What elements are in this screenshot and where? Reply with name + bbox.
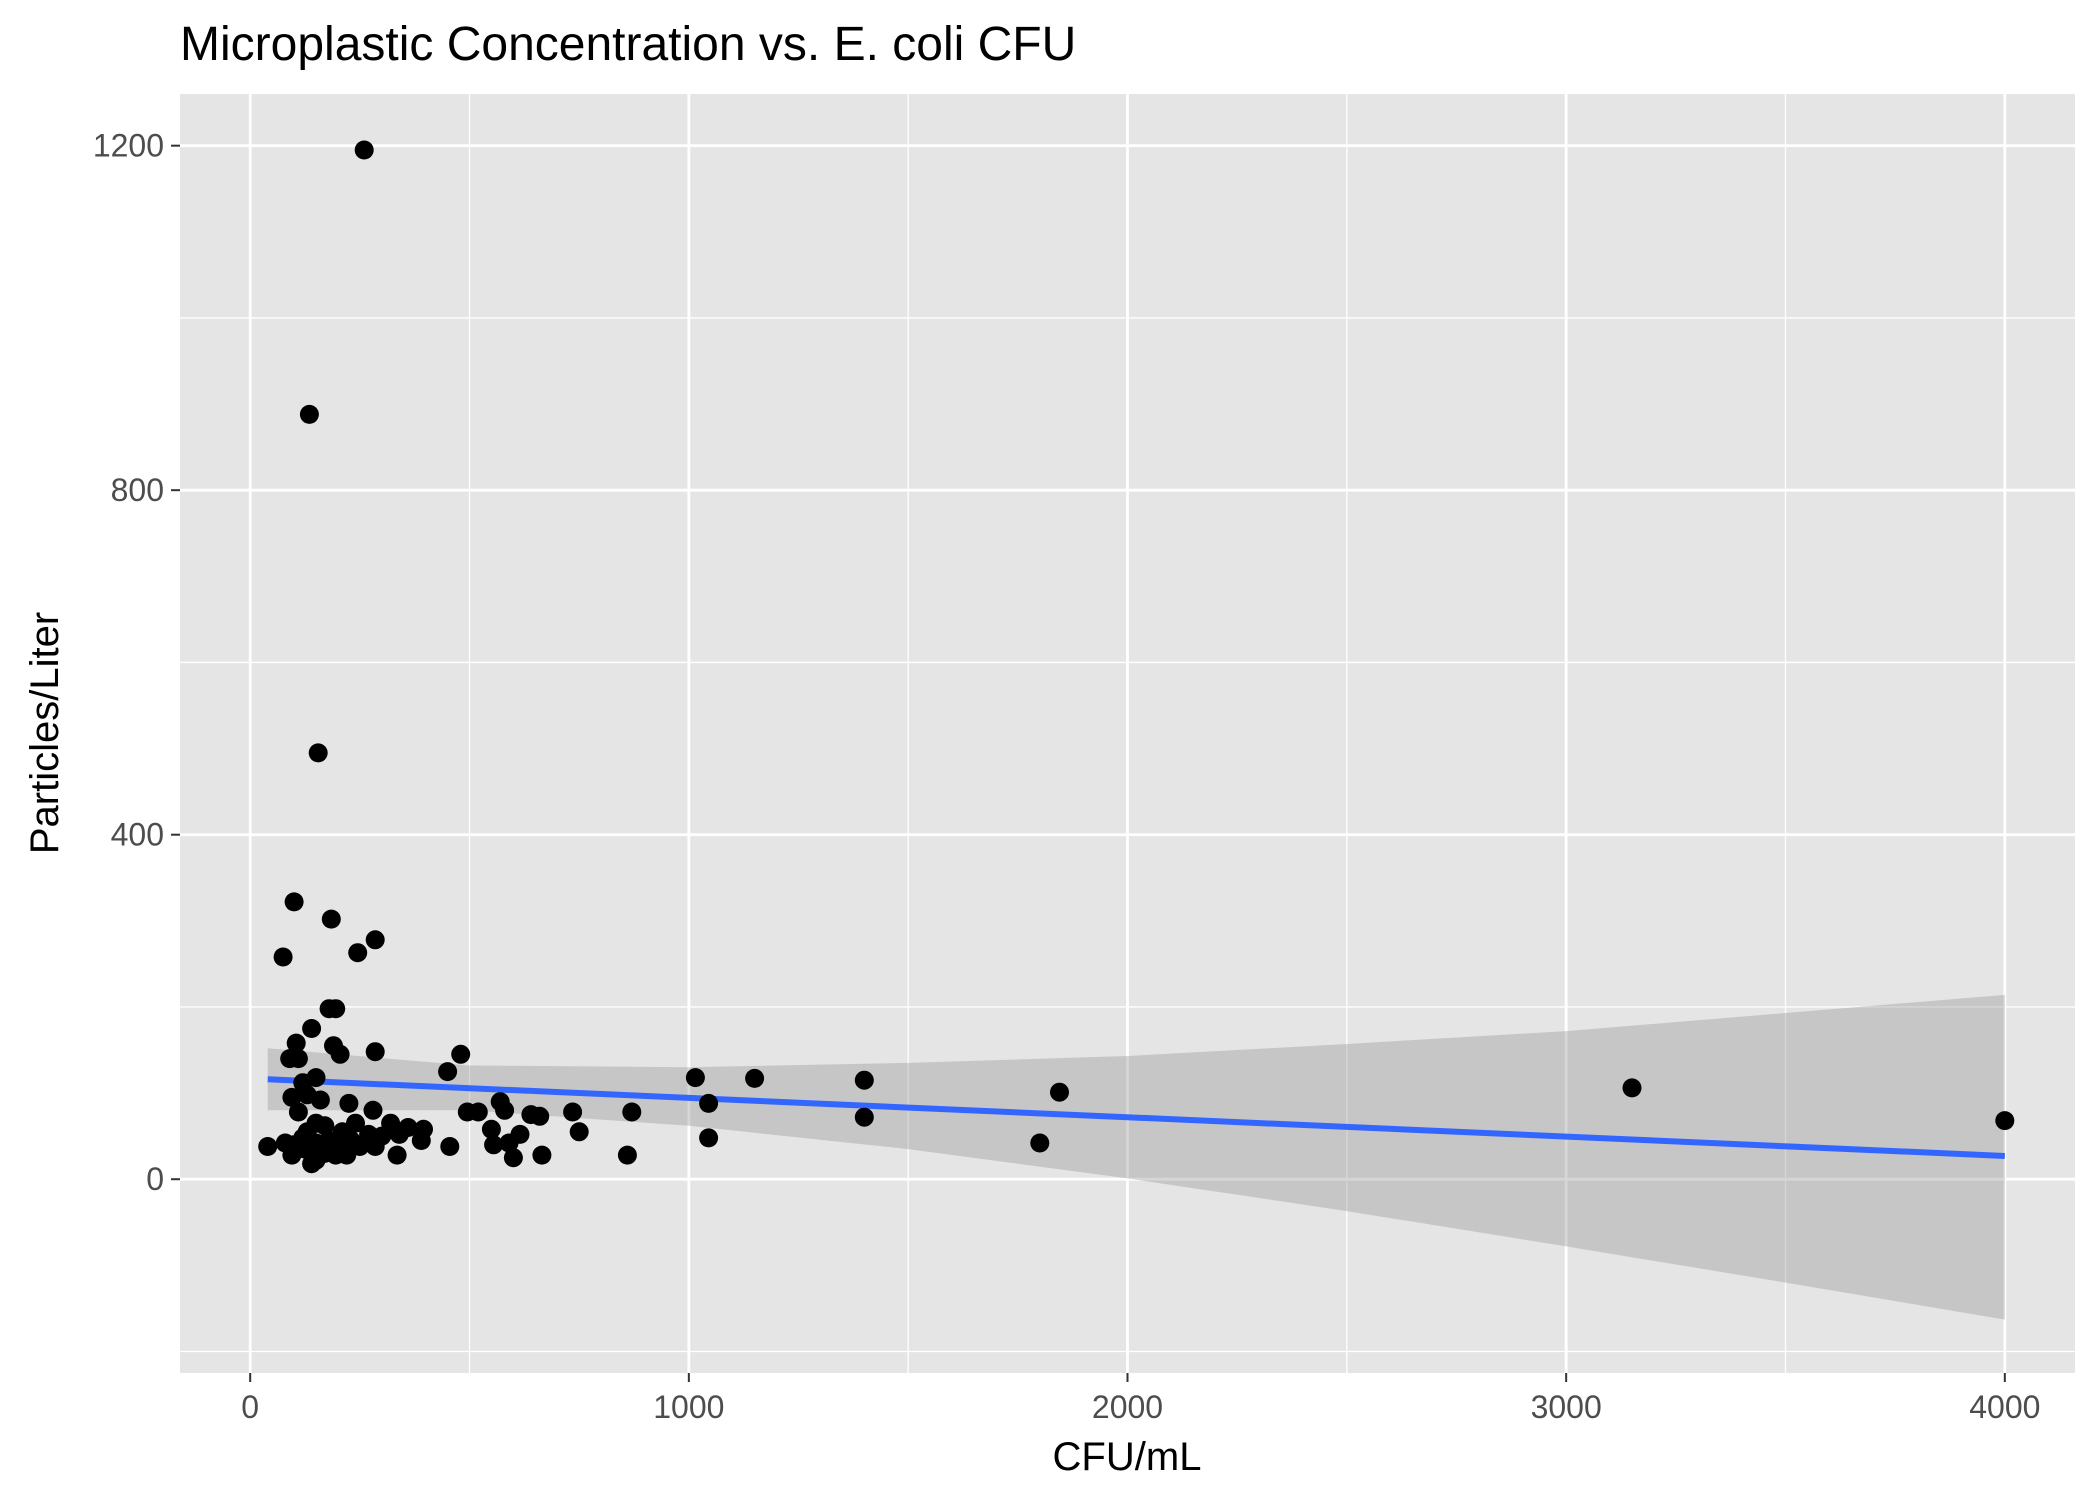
data-point <box>468 1102 488 1122</box>
data-point <box>569 1122 589 1142</box>
data-point <box>258 1137 278 1156</box>
data-point <box>315 1116 335 1136</box>
data-point <box>503 1148 523 1168</box>
chart-title: Microplastic Concentration vs. E. coli C… <box>180 18 1076 71</box>
data-point <box>330 1044 350 1064</box>
data-point <box>411 1131 431 1150</box>
data-point <box>310 1090 330 1110</box>
x-axis-title: CFU/mL <box>1053 1435 1202 1479</box>
data-point <box>854 1107 874 1127</box>
data-point <box>530 1106 550 1126</box>
data-point <box>484 1135 504 1155</box>
y-tick-label: 400 <box>111 817 164 853</box>
data-point <box>363 1100 383 1120</box>
data-point <box>1995 1111 2015 1131</box>
x-axis: 0 1000 2000 3000 4000 <box>241 1373 2040 1425</box>
data-point <box>339 1093 359 1113</box>
data-point <box>481 1119 501 1139</box>
data-point <box>282 1087 302 1107</box>
data-point <box>321 909 341 929</box>
y-axis: 0 400 800 1200 <box>93 128 180 1197</box>
x-tick-label: 1000 <box>653 1389 724 1425</box>
data-point <box>438 1062 458 1082</box>
data-point <box>286 1033 306 1053</box>
data-point <box>563 1102 583 1122</box>
x-tick-label: 2000 <box>1092 1389 1163 1425</box>
regression-line <box>267 1076 2005 1159</box>
data-point <box>854 1070 874 1090</box>
data-point <box>326 999 346 1019</box>
data-point <box>354 140 374 160</box>
data-point <box>299 404 319 424</box>
data-point <box>288 1049 308 1069</box>
y-tick-label: 0 <box>146 1161 164 1197</box>
y-tick-label: 1200 <box>93 128 164 164</box>
data-points <box>258 140 2015 1174</box>
data-point <box>451 1044 471 1064</box>
data-point <box>337 1145 357 1165</box>
data-point <box>315 1143 335 1163</box>
data-point <box>440 1137 460 1156</box>
data-point <box>365 1137 385 1156</box>
data-point <box>495 1100 515 1120</box>
data-point <box>499 1133 519 1153</box>
x-tick-label: 0 <box>241 1389 259 1425</box>
data-point <box>365 1042 385 1062</box>
data-point <box>622 1102 642 1122</box>
data-point <box>273 947 293 967</box>
data-point <box>389 1124 409 1144</box>
data-point <box>387 1145 407 1165</box>
data-point <box>532 1145 552 1165</box>
data-point <box>1622 1078 1642 1098</box>
x-tick-label: 4000 <box>1969 1389 2040 1425</box>
data-point <box>288 1102 308 1122</box>
major-gridlines <box>180 94 2075 1373</box>
data-point <box>617 1145 637 1165</box>
data-point <box>745 1068 765 1088</box>
data-point <box>302 1154 322 1174</box>
data-point <box>365 930 385 950</box>
data-point <box>348 943 368 963</box>
data-point <box>1030 1133 1050 1153</box>
data-point <box>699 1093 719 1113</box>
data-point <box>284 892 304 912</box>
data-point <box>302 1019 322 1038</box>
data-point <box>282 1145 302 1165</box>
y-tick-label: 800 <box>111 472 164 508</box>
data-point <box>308 743 328 763</box>
x-tick-label: 3000 <box>1531 1389 1602 1425</box>
trend-line <box>267 1076 2005 1159</box>
data-point <box>699 1128 719 1148</box>
data-point <box>1050 1082 1069 1102</box>
y-axis-title: Particles/Liter <box>23 612 67 854</box>
data-point <box>685 1068 705 1088</box>
